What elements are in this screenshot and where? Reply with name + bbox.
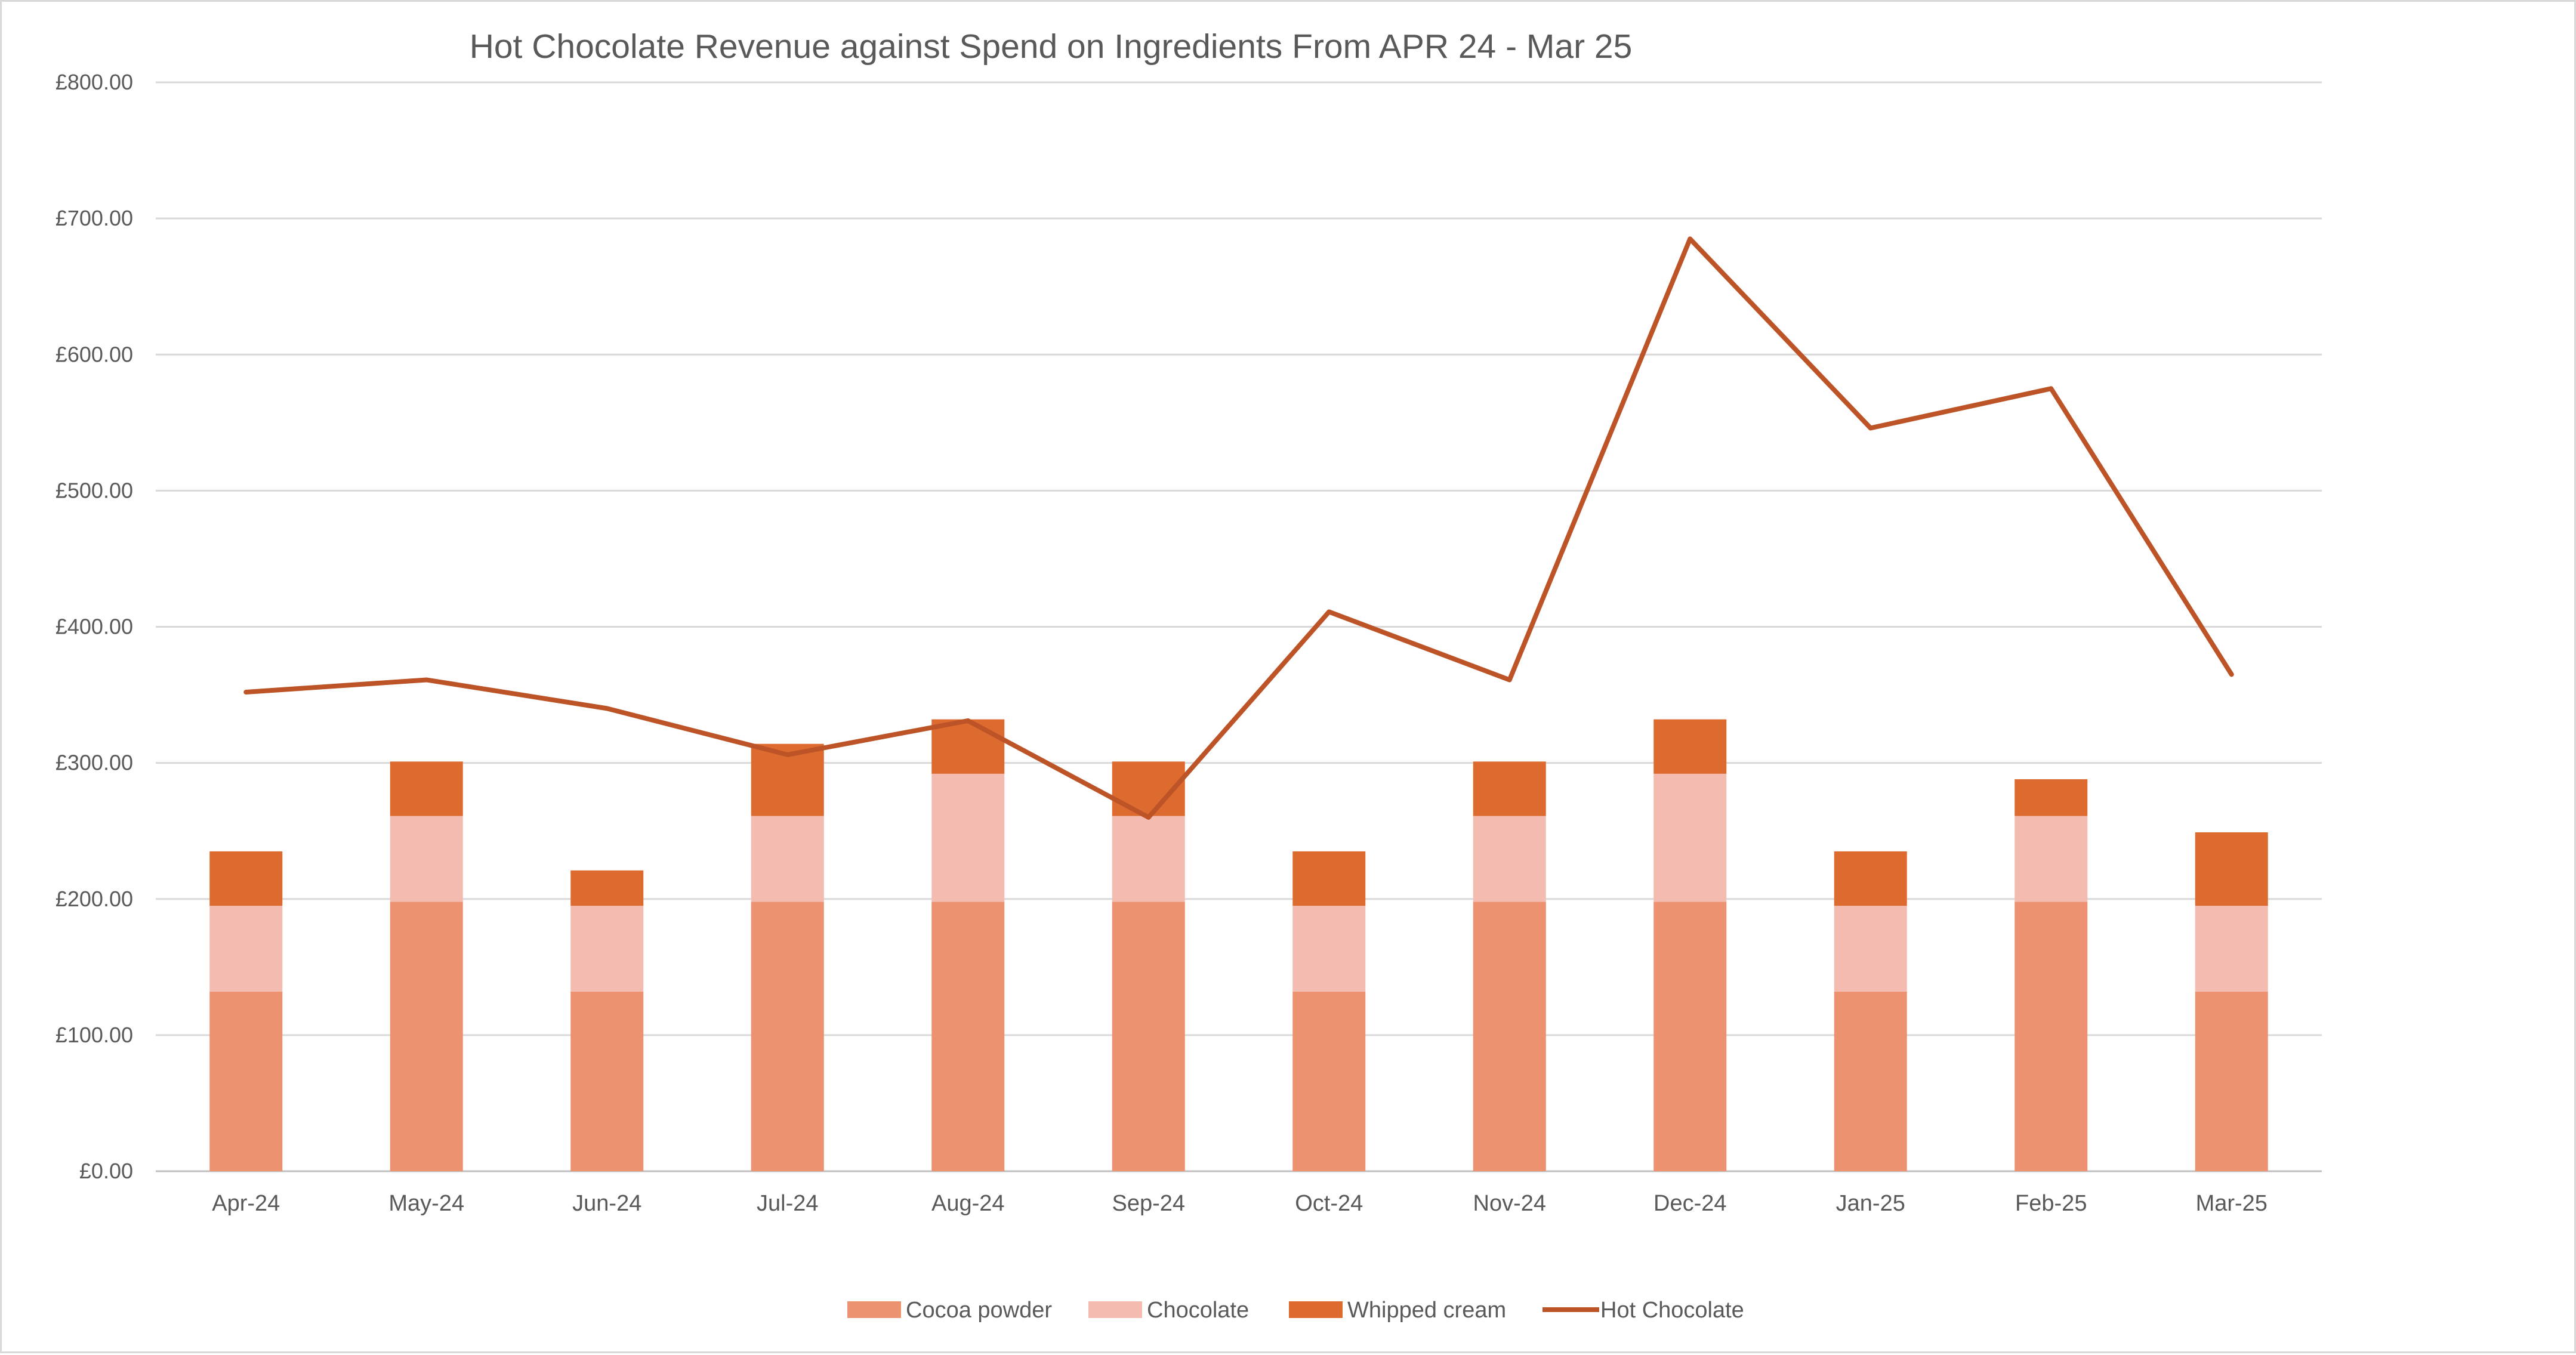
bar-chocolate bbox=[570, 906, 644, 992]
bar-whipped-cream bbox=[570, 870, 644, 906]
bars bbox=[209, 719, 2268, 1171]
y-tick-label: £600.00 bbox=[55, 342, 133, 366]
x-tick-label: Apr-24 bbox=[212, 1191, 280, 1216]
bar-chocolate bbox=[390, 816, 463, 902]
bar-whipped-cream bbox=[1473, 761, 1546, 816]
x-tick-label: Oct-24 bbox=[1295, 1191, 1363, 1216]
legend: Cocoa powder Chocolate Whipped cream Hot Ch… bbox=[847, 1298, 1744, 1323]
bar-chocolate bbox=[931, 773, 1005, 902]
chart-title: Hot Chocolate Revenue against Spend on I… bbox=[470, 27, 1633, 66]
bar-whipped-cream bbox=[2014, 779, 2088, 816]
bar-whipped-cream bbox=[1292, 851, 1366, 906]
y-tick-label: £300.00 bbox=[55, 751, 133, 775]
bar-cocoa-powder bbox=[931, 902, 1005, 1171]
bar-whipped-cream bbox=[209, 851, 283, 906]
x-axis-ticks: Apr-24 May-24 Jun-24 Jul-24 Aug-24 Sep-24 Oct-… bbox=[212, 1191, 2268, 1216]
bar-cocoa-powder bbox=[2195, 991, 2268, 1171]
bar-chocolate bbox=[1112, 816, 1185, 902]
bar-cocoa-powder bbox=[1112, 902, 1185, 1171]
bar-whipped-cream bbox=[931, 719, 1005, 774]
bar-chocolate bbox=[209, 906, 283, 992]
bar-chocolate bbox=[751, 816, 824, 902]
y-tick-label: £500.00 bbox=[55, 478, 133, 502]
legend-label: Whipped cream bbox=[1347, 1298, 1506, 1323]
gridlines bbox=[156, 81, 2322, 1172]
line-hot-chocolate bbox=[243, 236, 2234, 820]
bar-cocoa-powder bbox=[2014, 902, 2088, 1171]
legend-swatch-chocolate bbox=[1088, 1301, 1142, 1318]
bar-whipped-cream bbox=[1653, 719, 1727, 774]
x-tick-label: Jul-24 bbox=[757, 1191, 819, 1216]
bar-whipped-cream bbox=[390, 761, 463, 816]
y-tick-label: £0.00 bbox=[79, 1159, 133, 1183]
bar-chocolate bbox=[2195, 906, 2268, 992]
bar-cocoa-powder bbox=[209, 991, 283, 1171]
x-tick-label: Aug-24 bbox=[931, 1191, 1005, 1216]
x-tick-label: Sep-24 bbox=[1112, 1191, 1185, 1216]
x-tick-label: Dec-24 bbox=[1653, 1191, 1727, 1216]
x-tick-label: May-24 bbox=[388, 1191, 464, 1216]
line-series bbox=[243, 236, 2234, 820]
bar-chocolate bbox=[1653, 773, 1727, 902]
bar-chocolate bbox=[1292, 906, 1366, 992]
x-tick-label: Nov-24 bbox=[1473, 1191, 1547, 1216]
y-tick-label: £700.00 bbox=[55, 206, 133, 230]
bar-cocoa-powder bbox=[1653, 902, 1727, 1171]
legend-swatch-whipped-cream bbox=[1289, 1301, 1343, 1318]
legend-swatch-cocoa-powder bbox=[847, 1301, 901, 1318]
bar-cocoa-powder bbox=[1834, 991, 1907, 1171]
bar-cocoa-powder bbox=[390, 902, 463, 1171]
bar-chocolate bbox=[1834, 906, 1907, 992]
x-tick-label: Jan-25 bbox=[1836, 1191, 1905, 1216]
bar-chocolate bbox=[1473, 816, 1546, 902]
legend-label: Cocoa powder bbox=[906, 1298, 1052, 1323]
y-tick-label: £200.00 bbox=[55, 887, 133, 911]
y-tick-label: £800.00 bbox=[55, 70, 133, 94]
x-tick-label: Feb-25 bbox=[2015, 1191, 2087, 1216]
y-tick-label: £400.00 bbox=[55, 615, 133, 639]
bar-cocoa-powder bbox=[1473, 902, 1546, 1171]
bar-cocoa-powder bbox=[570, 991, 644, 1171]
y-tick-label: £100.00 bbox=[55, 1023, 133, 1047]
y-axis-ticks: £0.00 £100.00 £200.00 £300.00 £400.00 £500.00… bbox=[55, 70, 133, 1183]
x-tick-label: Jun-24 bbox=[572, 1191, 641, 1216]
bar-whipped-cream bbox=[1834, 851, 1907, 906]
bar-cocoa-powder bbox=[1292, 991, 1366, 1171]
legend-label: Chocolate bbox=[1147, 1298, 1249, 1323]
bar-chocolate bbox=[2014, 816, 2088, 902]
legend-label: Hot Chocolate bbox=[1600, 1298, 1744, 1323]
bar-cocoa-powder bbox=[751, 902, 824, 1171]
bar-whipped-cream bbox=[2195, 832, 2268, 906]
x-tick-label: Mar-25 bbox=[2196, 1191, 2268, 1216]
